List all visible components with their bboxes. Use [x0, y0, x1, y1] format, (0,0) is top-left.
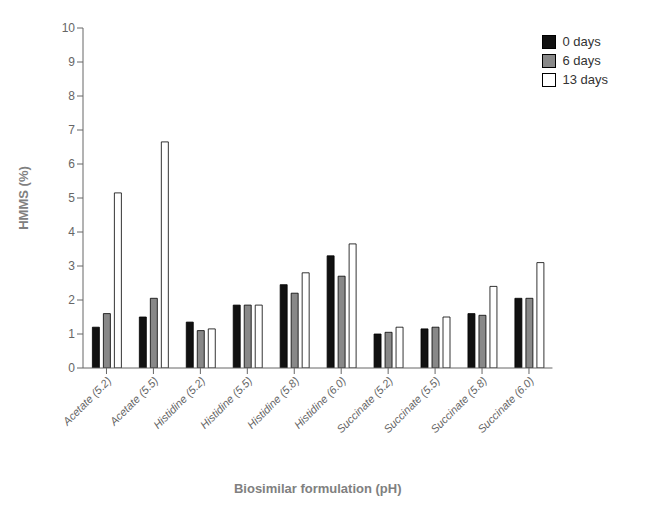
svg-text:Biosimilar formulation (pH): Biosimilar formulation (pH)	[234, 481, 402, 496]
svg-text:Histidine (5.8): Histidine (5.8)	[244, 374, 302, 431]
svg-text:Succinate (5.2): Succinate (5.2)	[334, 374, 396, 436]
svg-text:Histidine (5.2): Histidine (5.2)	[150, 374, 208, 431]
svg-text:9: 9	[68, 55, 75, 69]
svg-text:HMMS (%): HMMS (%)	[16, 166, 31, 230]
html-text:13 days: 13 days	[562, 72, 608, 87]
svg-text:4: 4	[68, 225, 75, 239]
html-text:0 days: 0 days	[562, 34, 601, 49]
svg-text:Succinate (5.5): Succinate (5.5)	[381, 374, 442, 436]
svg-text:7: 7	[68, 123, 75, 137]
svg-text:1: 1	[68, 327, 75, 341]
svg-text:2: 2	[68, 293, 75, 307]
svg-text:Acetate (5.2): Acetate (5.2)	[60, 374, 114, 428]
svg-text:Acetate (5.5): Acetate (5.5)	[107, 374, 161, 428]
svg-text:Histidine (5.5): Histidine (5.5)	[197, 374, 255, 431]
svg-text:6: 6	[68, 157, 75, 171]
svg-text:10: 10	[62, 21, 76, 35]
svg-text:Histidine (6.0): Histidine (6.0)	[291, 374, 349, 431]
svg-text:0: 0	[68, 361, 75, 375]
svg-text:8: 8	[68, 89, 75, 103]
svg-text:5: 5	[68, 191, 75, 205]
svg-text:Succinate (5.8): Succinate (5.8)	[428, 374, 489, 436]
svg-text:3: 3	[68, 259, 75, 273]
html-text:6 days: 6 days	[562, 53, 601, 68]
svg-text:Succinate (6.0): Succinate (6.0)	[475, 374, 536, 435]
